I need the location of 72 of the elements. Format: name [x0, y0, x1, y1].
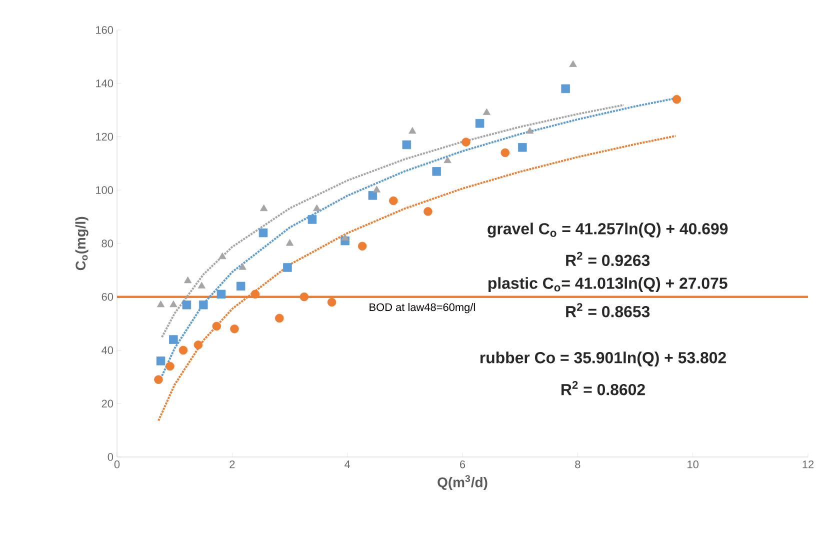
point: [424, 207, 432, 216]
point: [156, 356, 166, 366]
point: [169, 335, 178, 344]
x-tick-label: 2: [230, 460, 235, 468]
x-axis-title: Q(m$^{3}$/d): [438, 475, 488, 490]
point: [482, 108, 491, 116]
point: [198, 282, 206, 288]
annotation: R$^{2}$ = 0.8653: [566, 303, 650, 318]
point: [218, 252, 226, 260]
x-tick-label: 4: [344, 460, 350, 468]
y-axis-title: C$_{o}$(mg/l): [75, 216, 88, 270]
point: [341, 234, 349, 240]
point: [156, 300, 165, 308]
point: [230, 324, 239, 334]
annotation: plastic C$_{o}$= 41.013ln(Q) + 27.075: [488, 277, 728, 292]
point: [300, 292, 309, 302]
x-tick-label: 6: [460, 460, 466, 468]
point: [258, 228, 268, 238]
point: [372, 186, 381, 192]
x-tick-label: 8: [575, 460, 580, 468]
annotation: gravel C$_{o}$ = 41.257ln(Q) + 40.699: [488, 222, 728, 238]
point: [216, 290, 226, 299]
point: [178, 346, 188, 355]
point: [184, 276, 192, 284]
point: [561, 84, 570, 94]
point: [358, 242, 367, 251]
point: [250, 290, 260, 299]
point: [283, 263, 292, 272]
x-tick-label: 12: [802, 460, 814, 468]
point: [444, 156, 452, 164]
point: [154, 375, 163, 384]
y-tick-label: 0: [108, 453, 114, 461]
point: [368, 191, 378, 200]
point: [518, 143, 527, 152]
point: [170, 300, 178, 308]
point: [327, 298, 336, 307]
x-tick-label: 10: [688, 460, 698, 468]
point: [260, 204, 268, 212]
y-tick-label: 140: [96, 79, 114, 88]
point: [286, 239, 294, 246]
y-tick-label: 100: [96, 186, 114, 194]
point: [402, 140, 412, 150]
point: [236, 282, 246, 291]
y-tick-label: 40: [102, 346, 114, 354]
point: [308, 215, 317, 224]
point: [389, 196, 398, 206]
point: [238, 263, 246, 270]
point: [462, 138, 470, 146]
point: [432, 167, 441, 176]
x-tick-label: 0: [114, 460, 120, 468]
y-tick-label: 80: [102, 240, 114, 248]
point: [194, 340, 203, 350]
point: [166, 362, 174, 371]
y-tick-label: 120: [96, 132, 114, 141]
annotation: R$^{2}$ = 0.9263: [566, 252, 650, 266]
point: [408, 127, 416, 134]
annotation: R$^{2}$ = 0.8602: [562, 381, 645, 396]
y-tick-label: 160: [96, 26, 114, 34]
point: [182, 300, 192, 310]
point: [313, 204, 321, 212]
point: [500, 148, 510, 158]
y-tick-label: 20: [102, 400, 114, 408]
point: [526, 127, 534, 134]
point: [569, 60, 577, 67]
point: [672, 94, 682, 104]
point: [275, 314, 284, 323]
y-tick-label: 60: [102, 292, 114, 301]
annotation: rubber Co = 35.901ln(Q) + 53.802: [480, 352, 726, 366]
ref-line-label: BOD at law48=60mg/l: [370, 303, 475, 314]
point: [212, 322, 222, 331]
point: [475, 119, 484, 128]
point: [199, 300, 208, 310]
